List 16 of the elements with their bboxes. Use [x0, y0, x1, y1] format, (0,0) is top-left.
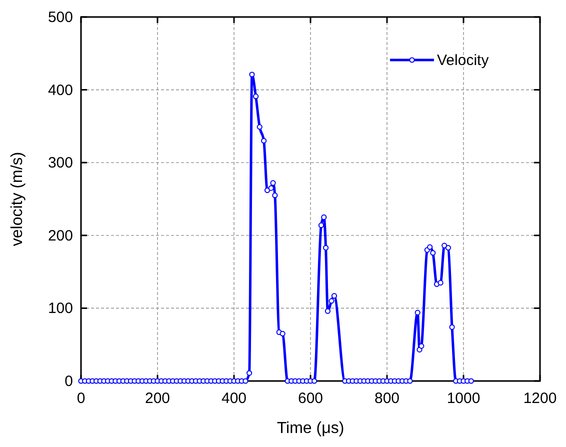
x-tick-label: 400 [221, 390, 247, 407]
x-tick-label: 600 [298, 390, 324, 407]
y-tick-label: 300 [48, 154, 73, 172]
x-tick-label: 1200 [523, 390, 557, 407]
x-tick-label: 1000 [446, 390, 480, 407]
x-axis-title: Time (μs) [276, 420, 344, 437]
x-tick-label: 0 [76, 390, 86, 407]
y-tick-label: 400 [48, 82, 73, 99]
x-tick-label: 800 [374, 390, 400, 407]
y-tick-label: 200 [48, 227, 73, 244]
legend-label: Velocity [437, 52, 490, 69]
y-tick-label: 100 [48, 300, 73, 318]
x-tick-label: 200 [144, 390, 170, 407]
y-axis-title: velocity (m/s) [9, 152, 26, 246]
y-tick-label: 500 [48, 9, 73, 26]
y-tick-label: 0 [64, 373, 73, 390]
